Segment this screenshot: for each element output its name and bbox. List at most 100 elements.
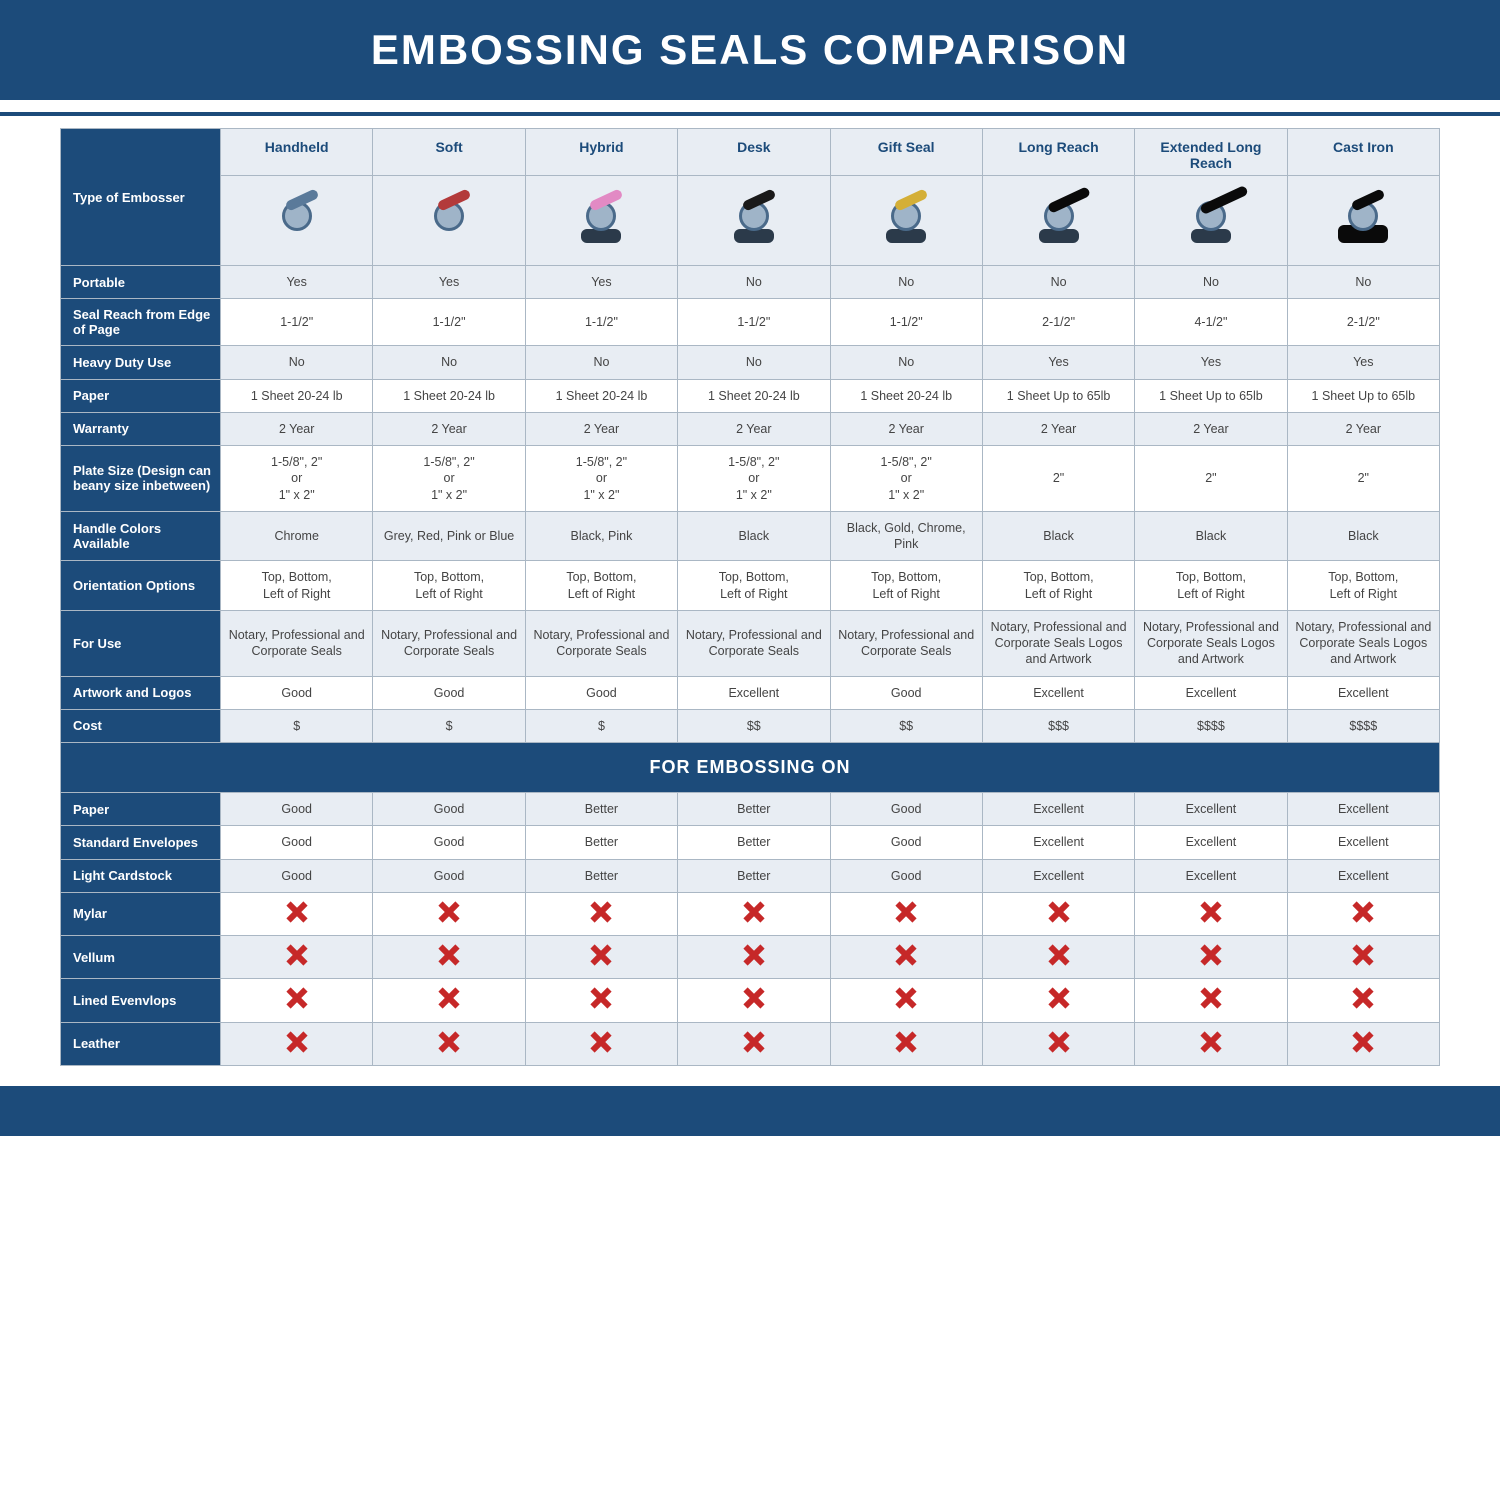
table-row: Standard EnvelopesGoodGoodBetterBetterGo… bbox=[61, 826, 1440, 859]
table-cell bbox=[982, 936, 1134, 979]
table-cell: No bbox=[830, 266, 982, 299]
table-row: PortableYesYesYesNoNoNoNoNo bbox=[61, 266, 1440, 299]
col-header-handheld: Handheld bbox=[221, 129, 373, 176]
table-cell: 1 Sheet Up to 65lb bbox=[982, 379, 1134, 412]
table-cell: $ bbox=[525, 709, 677, 742]
row-label: Vellum bbox=[61, 936, 221, 979]
table-cell: 1 Sheet 20-24 lb bbox=[830, 379, 982, 412]
row-label: Portable bbox=[61, 266, 221, 299]
table-cell: Notary, Professional and Corporate Seals bbox=[678, 610, 830, 676]
table-cell: Good bbox=[221, 676, 373, 709]
table-cell: No bbox=[830, 346, 982, 379]
table-cell bbox=[373, 1022, 525, 1065]
table-cell: $ bbox=[221, 709, 373, 742]
not-supported-icon bbox=[895, 1031, 917, 1053]
table-cell bbox=[373, 979, 525, 1022]
embosser-xlong-icon bbox=[1135, 176, 1287, 266]
row-label: Warranty bbox=[61, 412, 221, 445]
table-cell: 2 Year bbox=[982, 412, 1134, 445]
not-supported-icon bbox=[1352, 944, 1374, 966]
table-cell: Excellent bbox=[1287, 676, 1439, 709]
table-cell bbox=[221, 1022, 373, 1065]
table-cell: 2 Year bbox=[525, 412, 677, 445]
not-supported-icon bbox=[743, 944, 765, 966]
table-cell: 2 Year bbox=[1287, 412, 1439, 445]
not-supported-icon bbox=[286, 987, 308, 1009]
table-cell: 1-1/2" bbox=[373, 299, 525, 346]
table-cell bbox=[525, 936, 677, 979]
not-supported-icon bbox=[1048, 901, 1070, 923]
table-row: Cost$$$$$$$$$$$$$$$$$$ bbox=[61, 709, 1440, 742]
table-cell: Top, Bottom,Left of Right bbox=[1287, 561, 1439, 611]
table-row: Seal Reach from Edge of Page1-1/2"1-1/2"… bbox=[61, 299, 1440, 346]
row-label: Plate Size (Design can beany size inbetw… bbox=[61, 446, 221, 512]
table-cell: $$$$ bbox=[1135, 709, 1287, 742]
table-cell: Top, Bottom,Left of Right bbox=[982, 561, 1134, 611]
table-cell bbox=[830, 892, 982, 935]
table-cell: Good bbox=[830, 676, 982, 709]
row-label: Standard Envelopes bbox=[61, 826, 221, 859]
table-cell: 1 Sheet 20-24 lb bbox=[373, 379, 525, 412]
table-row: Mylar bbox=[61, 892, 1440, 935]
table-cell: Notary, Professional and Corporate Seals bbox=[830, 610, 982, 676]
table-cell: Black, Pink bbox=[525, 511, 677, 561]
table-cell: $$$$ bbox=[1287, 709, 1439, 742]
col-header-gift: Gift Seal bbox=[830, 129, 982, 176]
footer-bar bbox=[0, 1086, 1500, 1136]
not-supported-icon bbox=[286, 1031, 308, 1053]
table-cell: Better bbox=[678, 859, 830, 892]
col-header-hybrid: Hybrid bbox=[525, 129, 677, 176]
not-supported-icon bbox=[438, 1031, 460, 1053]
table-cell: Good bbox=[373, 676, 525, 709]
table-cell: No bbox=[373, 346, 525, 379]
table-cell: No bbox=[1287, 266, 1439, 299]
embosser-long-icon bbox=[982, 176, 1134, 266]
col-header-long: Long Reach bbox=[982, 129, 1134, 176]
table-cell: Excellent bbox=[1135, 676, 1287, 709]
not-supported-icon bbox=[1200, 944, 1222, 966]
table-cell: 1-1/2" bbox=[830, 299, 982, 346]
col-header-soft: Soft bbox=[373, 129, 525, 176]
row-label: Seal Reach from Edge of Page bbox=[61, 299, 221, 346]
table-cell bbox=[1135, 936, 1287, 979]
row-label: Artwork and Logos bbox=[61, 676, 221, 709]
table-cell: Excellent bbox=[1287, 859, 1439, 892]
table-row: Vellum bbox=[61, 936, 1440, 979]
table-cell: 2 Year bbox=[830, 412, 982, 445]
table-cell: $ bbox=[373, 709, 525, 742]
table-cell: 2 Year bbox=[221, 412, 373, 445]
table-cell bbox=[678, 892, 830, 935]
table-cell: Black bbox=[982, 511, 1134, 561]
table-row: Orientation OptionsTop, Bottom,Left of R… bbox=[61, 561, 1440, 611]
not-supported-icon bbox=[1200, 901, 1222, 923]
table-body-embossing: PaperGoodGoodBetterBetterGoodExcellentEx… bbox=[61, 793, 1440, 1066]
table-cell: Top, Bottom,Left of Right bbox=[221, 561, 373, 611]
table-row: Light CardstockGoodGoodBetterBetterGoodE… bbox=[61, 859, 1440, 892]
table-cell: Top, Bottom,Left of Right bbox=[830, 561, 982, 611]
row-label: Heavy Duty Use bbox=[61, 346, 221, 379]
table-row: Leather bbox=[61, 1022, 1440, 1065]
type-of-embosser-header: Type of Embosser bbox=[61, 129, 221, 266]
table-cell: Black bbox=[1135, 511, 1287, 561]
table-cell: Good bbox=[221, 826, 373, 859]
table-cell: 1-1/2" bbox=[525, 299, 677, 346]
table-cell: Excellent bbox=[678, 676, 830, 709]
table-cell bbox=[678, 979, 830, 1022]
not-supported-icon bbox=[895, 987, 917, 1009]
table-cell bbox=[373, 936, 525, 979]
table-row: Lined Evenvlops bbox=[61, 979, 1440, 1022]
table-cell: 2" bbox=[1287, 446, 1439, 512]
not-supported-icon bbox=[743, 987, 765, 1009]
page-title: EMBOSSING SEALS COMPARISON bbox=[371, 26, 1129, 74]
table-cell bbox=[982, 979, 1134, 1022]
row-label: Leather bbox=[61, 1022, 221, 1065]
table-cell bbox=[1135, 979, 1287, 1022]
not-supported-icon bbox=[743, 901, 765, 923]
table-cell bbox=[221, 979, 373, 1022]
table-cell bbox=[830, 979, 982, 1022]
table-cell: Excellent bbox=[1287, 826, 1439, 859]
embosser-soft-icon bbox=[373, 176, 525, 266]
not-supported-icon bbox=[1200, 987, 1222, 1009]
table-cell: No bbox=[525, 346, 677, 379]
table-cell: 1-5/8", 2"or1" x 2" bbox=[525, 446, 677, 512]
